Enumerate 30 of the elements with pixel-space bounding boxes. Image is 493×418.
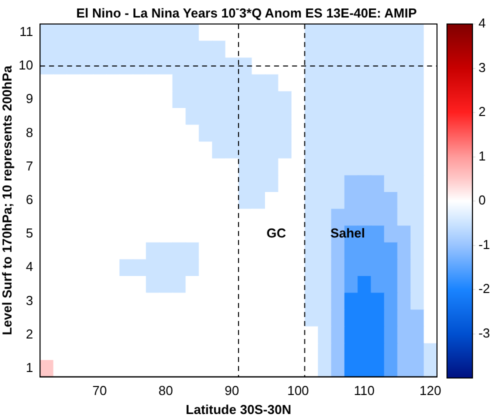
y-tick-label: 4 [26, 259, 34, 274]
x-tick-label: 80 [158, 383, 173, 398]
y-tick-label: 11 [20, 24, 34, 39]
color-bar-label: 2 [478, 104, 486, 120]
y-axis-title: Level Surf to 170hPa; 10 represents 200hPa [0, 64, 14, 336]
annotation: GC [266, 226, 287, 241]
y-tick-label: 10 [18, 58, 34, 73]
y-tick-label: 9 [26, 91, 34, 106]
y-tick-label: 2 [26, 326, 34, 342]
y-tick-label: 7 [26, 158, 34, 174]
color-bar-label: 3 [478, 60, 486, 75]
color-bar-label: 1 [478, 148, 486, 164]
y-tick-label: 8 [26, 124, 34, 140]
color-bar-label: -2 [478, 281, 490, 296]
color-bar-label: 0 [478, 192, 486, 208]
y-tick-label: 6 [26, 192, 34, 207]
x-tick-label: 110 [354, 383, 375, 398]
y-tick-label: 1 [26, 360, 34, 375]
color-bar-label: -3 [478, 325, 490, 340]
x-axis-title: Latitude 30S-30N [186, 402, 292, 417]
color-bar-label: -1 [478, 236, 490, 252]
chart-title: El Nino - La Nina Years 10$^{-}$3*Q Anom ES 13E-40E: AMIP [76, 3, 417, 20]
y-tick-label: 3 [26, 292, 34, 308]
color-bar-label: 4 [478, 16, 486, 31]
x-tick-label: 100 [287, 383, 309, 398]
x-tick-label: 70 [92, 383, 107, 398]
x-tick-label: 90 [224, 383, 240, 398]
x-tick-label: 120 [420, 383, 442, 398]
annotation: Sahel [330, 226, 366, 241]
y-tick-label: 5 [26, 226, 34, 241]
